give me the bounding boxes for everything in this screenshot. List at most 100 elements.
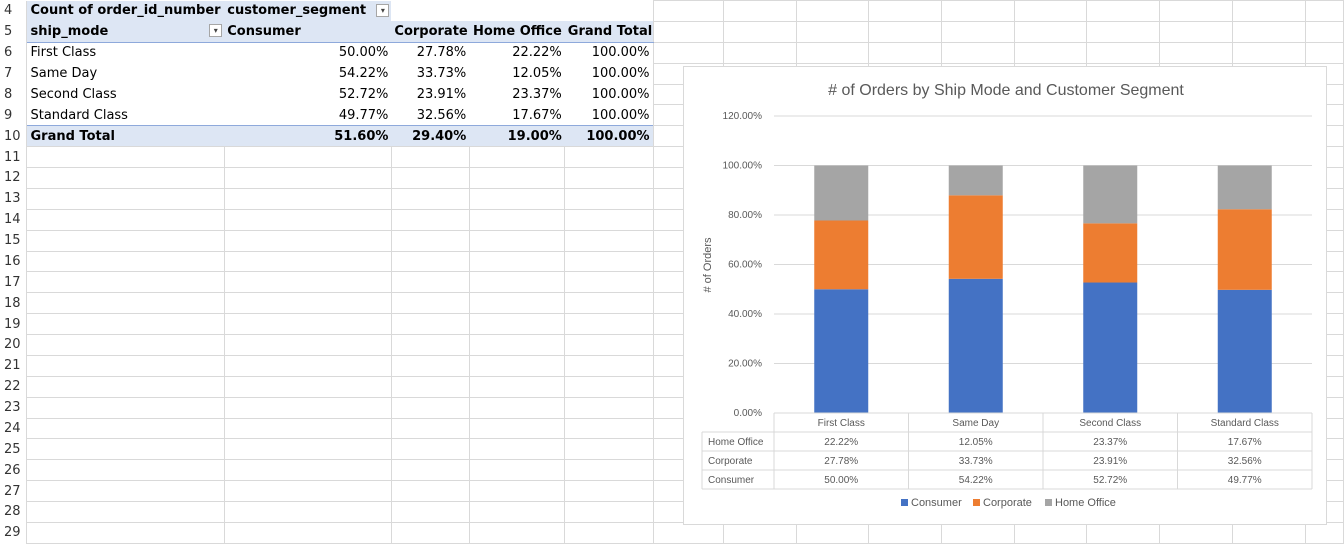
cell[interactable] (26, 271, 225, 294)
cell[interactable] (564, 146, 654, 168)
bar-segment-consumer[interactable] (948, 278, 1003, 413)
cell[interactable] (468, 480, 566, 502)
bar-segment-corporate[interactable] (1217, 209, 1272, 290)
cell[interactable] (223, 459, 392, 482)
pivot-row-label[interactable]: Second Class (30, 86, 117, 102)
cell[interactable] (1159, 41, 1233, 64)
cell[interactable] (468, 229, 566, 252)
cell[interactable] (468, 271, 566, 294)
row-header[interactable]: 29 (0, 522, 28, 544)
cell[interactable] (564, 250, 654, 273)
cell[interactable] (1304, 20, 1344, 43)
row-header[interactable]: 7 (0, 63, 28, 84)
pivot-value-cell[interactable]: 100.00% (591, 107, 650, 123)
bar-segment-consumer[interactable] (1217, 289, 1272, 413)
cell[interactable] (468, 167, 566, 189)
cell[interactable] (564, 187, 654, 210)
pivot-value-cell[interactable]: 100.00% (591, 86, 650, 102)
cell[interactable] (223, 501, 392, 523)
cell[interactable] (723, 20, 797, 43)
cell[interactable] (468, 354, 566, 377)
cell[interactable] (795, 0, 870, 22)
grand-total-value[interactable]: 51.60% (224, 125, 392, 147)
cell[interactable] (1231, 0, 1306, 22)
pivot-row-field[interactable]: ship_mode ▾ (26, 21, 225, 43)
cell[interactable] (390, 208, 470, 231)
cell[interactable] (223, 334, 392, 356)
cell[interactable] (468, 292, 566, 315)
cell[interactable] (564, 480, 654, 502)
bar-segment-corporate[interactable] (1083, 223, 1138, 283)
cell[interactable] (468, 208, 566, 231)
cell[interactable] (390, 292, 470, 315)
cell[interactable] (564, 0, 654, 22)
grand-total-label[interactable]: Grand Total (26, 125, 225, 147)
cell[interactable] (390, 187, 470, 210)
cell[interactable] (468, 459, 566, 482)
cell[interactable] (564, 208, 654, 231)
grand-total-value[interactable]: 100.00% (564, 125, 654, 147)
cell[interactable] (1013, 41, 1088, 64)
cell[interactable] (1013, 0, 1088, 22)
pivot-row-label[interactable]: Standard Class (30, 107, 128, 123)
cell[interactable] (390, 250, 470, 273)
row-header[interactable]: 19 (0, 313, 28, 335)
row-header[interactable]: 13 (0, 188, 28, 210)
cell[interactable] (223, 271, 392, 294)
row-filter-dropdown-icon[interactable]: ▾ (209, 24, 223, 38)
cell[interactable] (868, 41, 943, 64)
pivot-row-label[interactable]: Same Day (30, 66, 98, 82)
pivot-value-cell[interactable]: 23.91% (416, 86, 467, 102)
bar-segment-home-office[interactable] (814, 165, 869, 221)
cell[interactable] (26, 208, 225, 231)
cell[interactable] (564, 313, 654, 335)
row-header[interactable]: 4 (0, 0, 28, 22)
row-header[interactable]: 26 (0, 459, 28, 481)
row-header[interactable]: 24 (0, 418, 28, 439)
cell[interactable] (390, 438, 470, 461)
cell[interactable] (223, 167, 392, 189)
cell[interactable] (223, 417, 392, 440)
cell[interactable] (868, 20, 943, 43)
grand-total-value[interactable]: 29.40% (391, 125, 470, 147)
cell[interactable] (26, 334, 225, 356)
row-header[interactable]: 20 (0, 334, 28, 356)
cell[interactable] (26, 438, 225, 461)
cell[interactable] (468, 501, 566, 523)
cell[interactable] (390, 417, 470, 440)
cell[interactable] (223, 396, 392, 419)
row-header[interactable]: 22 (0, 376, 28, 398)
cell[interactable] (564, 521, 654, 544)
y-axis-title[interactable]: # of Orders (702, 237, 714, 293)
pivot-column-header[interactable]: Consumer (224, 21, 392, 43)
cell[interactable] (469, 0, 565, 22)
cell[interactable] (564, 229, 654, 252)
cell[interactable] (564, 167, 654, 189)
cell[interactable] (468, 417, 566, 440)
cell[interactable] (223, 375, 392, 398)
pivot-column-header[interactable]: Home Office (469, 21, 565, 43)
cell[interactable] (723, 0, 797, 22)
pivot-value-cell[interactable]: 27.78% (416, 45, 467, 61)
row-header[interactable]: 12 (0, 167, 28, 189)
cell[interactable] (390, 271, 470, 294)
cell[interactable] (1086, 20, 1161, 43)
cell[interactable] (26, 459, 225, 482)
cell[interactable] (390, 167, 470, 189)
cell[interactable] (223, 208, 392, 231)
cell[interactable] (564, 459, 654, 482)
pivot-value-cell[interactable]: 49.77% (338, 107, 389, 123)
cell[interactable] (941, 41, 1015, 64)
column-filter-dropdown-icon[interactable]: ▾ (376, 3, 390, 17)
cell[interactable] (1304, 0, 1344, 22)
cell[interactable] (390, 396, 470, 419)
row-header[interactable]: 27 (0, 480, 28, 502)
cell[interactable] (652, 0, 725, 22)
row-header[interactable]: 18 (0, 292, 28, 314)
legend-entry[interactable]: Consumer (911, 497, 962, 509)
row-header[interactable]: 15 (0, 230, 28, 251)
cell[interactable] (223, 354, 392, 377)
cell[interactable] (26, 521, 225, 544)
cell[interactable] (652, 41, 725, 64)
cell[interactable] (564, 354, 654, 377)
